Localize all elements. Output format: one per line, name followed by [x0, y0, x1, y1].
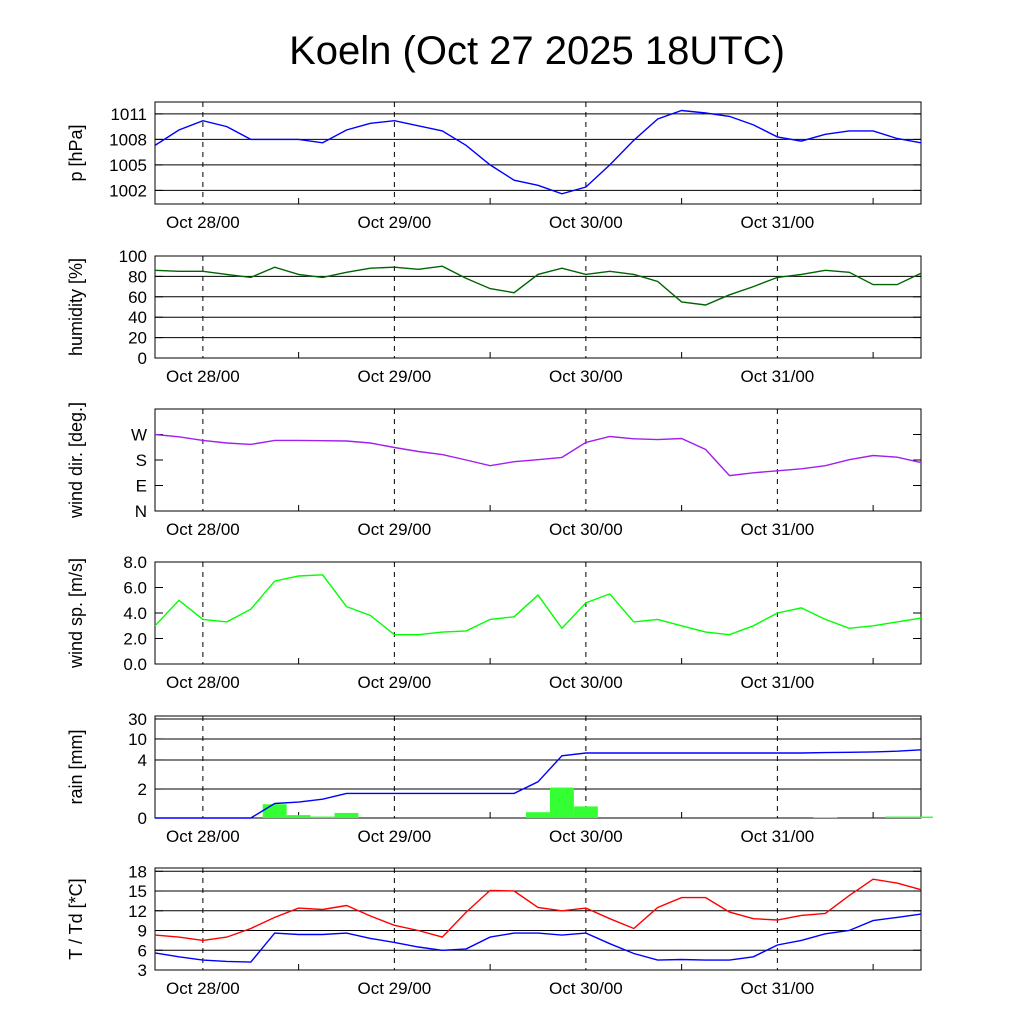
wind_speed-y-tick-label: 0.0: [123, 655, 147, 674]
temperature-y-tick-label: 6: [138, 941, 147, 960]
pressure-y-tick-label: 1005: [109, 156, 147, 175]
rain-x-tick-label: Oct 30/00: [549, 827, 623, 846]
rain-series-accumulated-rain: [155, 749, 922, 819]
rain-y-tick-label: 0: [138, 809, 147, 828]
rain-y-axis-label: rain [mm]: [66, 729, 86, 804]
wind_dir-y-tick-label: S: [136, 451, 147, 470]
wind_speed-series-wind-speed: [154, 574, 922, 636]
humidity-y-tick-label: 20: [128, 329, 147, 348]
wind_dir-series-wind-direction: [154, 433, 922, 477]
wind_dir-y-tick-label: E: [136, 477, 147, 496]
rain-bar: [334, 812, 359, 818]
temperature-y-axis-label: T / Td [*C]: [66, 878, 86, 959]
rain-bar: [573, 806, 598, 818]
wind_speed-x-tick-label: Oct 29/00: [358, 673, 432, 692]
humidity-x-tick-label: Oct 30/00: [549, 367, 623, 386]
rain-bar: [310, 816, 335, 818]
rain-y-tick-label: 10: [128, 730, 147, 749]
pressure-x-tick-label: Oct 29/00: [358, 213, 432, 232]
wind_speed-frame: [154, 561, 922, 665]
humidity-frame: [154, 255, 922, 359]
wind_speed-y-tick-label: 8.0: [123, 553, 147, 572]
wind_speed-y-tick-label: 2.0: [123, 630, 147, 649]
pressure-y-tick-label: 1011: [110, 105, 147, 124]
temperature-frame: [154, 867, 922, 971]
wind_speed-x-tick-label: Oct 28/00: [166, 673, 240, 692]
humidity-y-axis-label: humidity [%]: [66, 258, 86, 356]
wind_speed-y-axis-label: wind sp. [m/s]: [66, 558, 86, 669]
pressure-y-tick-label: 1008: [109, 130, 147, 149]
temperature-y-tick-label: 15: [128, 882, 147, 901]
rain-bar: [813, 817, 838, 818]
rain-bar: [885, 816, 910, 818]
humidity-y-tick-label: 80: [128, 267, 147, 286]
humidity-y-tick-label: 100: [119, 247, 147, 266]
rain-bar: [262, 804, 287, 818]
pressure-y-axis-label: p [hPa]: [66, 124, 86, 181]
temperature-y-tick-label: 18: [128, 862, 147, 881]
humidity-y-tick-label: 60: [128, 288, 147, 307]
rain-x-tick-label: Oct 31/00: [741, 827, 815, 846]
humidity-y-tick-label: 40: [128, 308, 147, 327]
wind_dir-y-tick-label: N: [135, 502, 147, 521]
wind_dir-x-tick-label: Oct 31/00: [741, 520, 815, 539]
humidity-y-tick-label: 0: [138, 349, 147, 368]
pressure-x-tick-label: Oct 30/00: [549, 213, 623, 232]
humidity-x-tick-label: Oct 28/00: [166, 367, 240, 386]
rain-bar: [286, 815, 311, 818]
pressure-y-tick-label: 1002: [109, 181, 147, 200]
rain-x-tick-label: Oct 28/00: [166, 827, 240, 846]
pressure-x-tick-label: Oct 31/00: [741, 213, 815, 232]
temperature-series-t: [154, 878, 922, 942]
temperature-y-tick-label: 9: [138, 922, 147, 941]
wind_dir-y-axis-label: wind dir. [deg.]: [66, 402, 86, 519]
pressure-frame: [154, 101, 922, 205]
pressure-x-tick-label: Oct 28/00: [166, 213, 240, 232]
temperature-y-tick-label: 3: [138, 961, 147, 980]
temperature-x-tick-label: Oct 30/00: [549, 979, 623, 998]
rain-y-tick-label: 4: [138, 751, 147, 770]
wind_dir-y-tick-label: W: [131, 426, 147, 445]
humidity-x-tick-label: Oct 29/00: [358, 367, 432, 386]
wind_speed-x-tick-label: Oct 30/00: [549, 673, 623, 692]
rain-y-tick-label: 30: [128, 710, 147, 729]
wind_speed-y-tick-label: 6.0: [123, 579, 147, 598]
humidity-series-humidity: [154, 265, 922, 306]
wind_dir-x-tick-label: Oct 30/00: [549, 520, 623, 539]
temperature-x-tick-label: Oct 28/00: [166, 979, 240, 998]
temperature-x-tick-label: Oct 29/00: [358, 979, 432, 998]
rain-x-tick-label: Oct 29/00: [358, 827, 432, 846]
rain-bar: [549, 787, 574, 818]
wind_dir-x-tick-label: Oct 28/00: [166, 520, 240, 539]
wind_speed-x-tick-label: Oct 31/00: [741, 673, 815, 692]
rain-bar: [526, 812, 550, 818]
temperature-series-td: [154, 913, 922, 963]
wind_dir-x-tick-label: Oct 29/00: [358, 520, 432, 539]
rain-bar: [909, 816, 933, 818]
wind_speed-y-tick-label: 4.0: [123, 604, 147, 623]
temperature-x-tick-label: Oct 31/00: [741, 979, 815, 998]
temperature-y-tick-label: 12: [128, 902, 147, 921]
humidity-x-tick-label: Oct 31/00: [741, 367, 815, 386]
rain-y-tick-label: 2: [138, 780, 147, 799]
pressure-series-pressure: [154, 109, 922, 195]
rain-frame: [154, 715, 922, 819]
chart-title: Koeln (Oct 27 2025 18UTC): [289, 29, 785, 73]
